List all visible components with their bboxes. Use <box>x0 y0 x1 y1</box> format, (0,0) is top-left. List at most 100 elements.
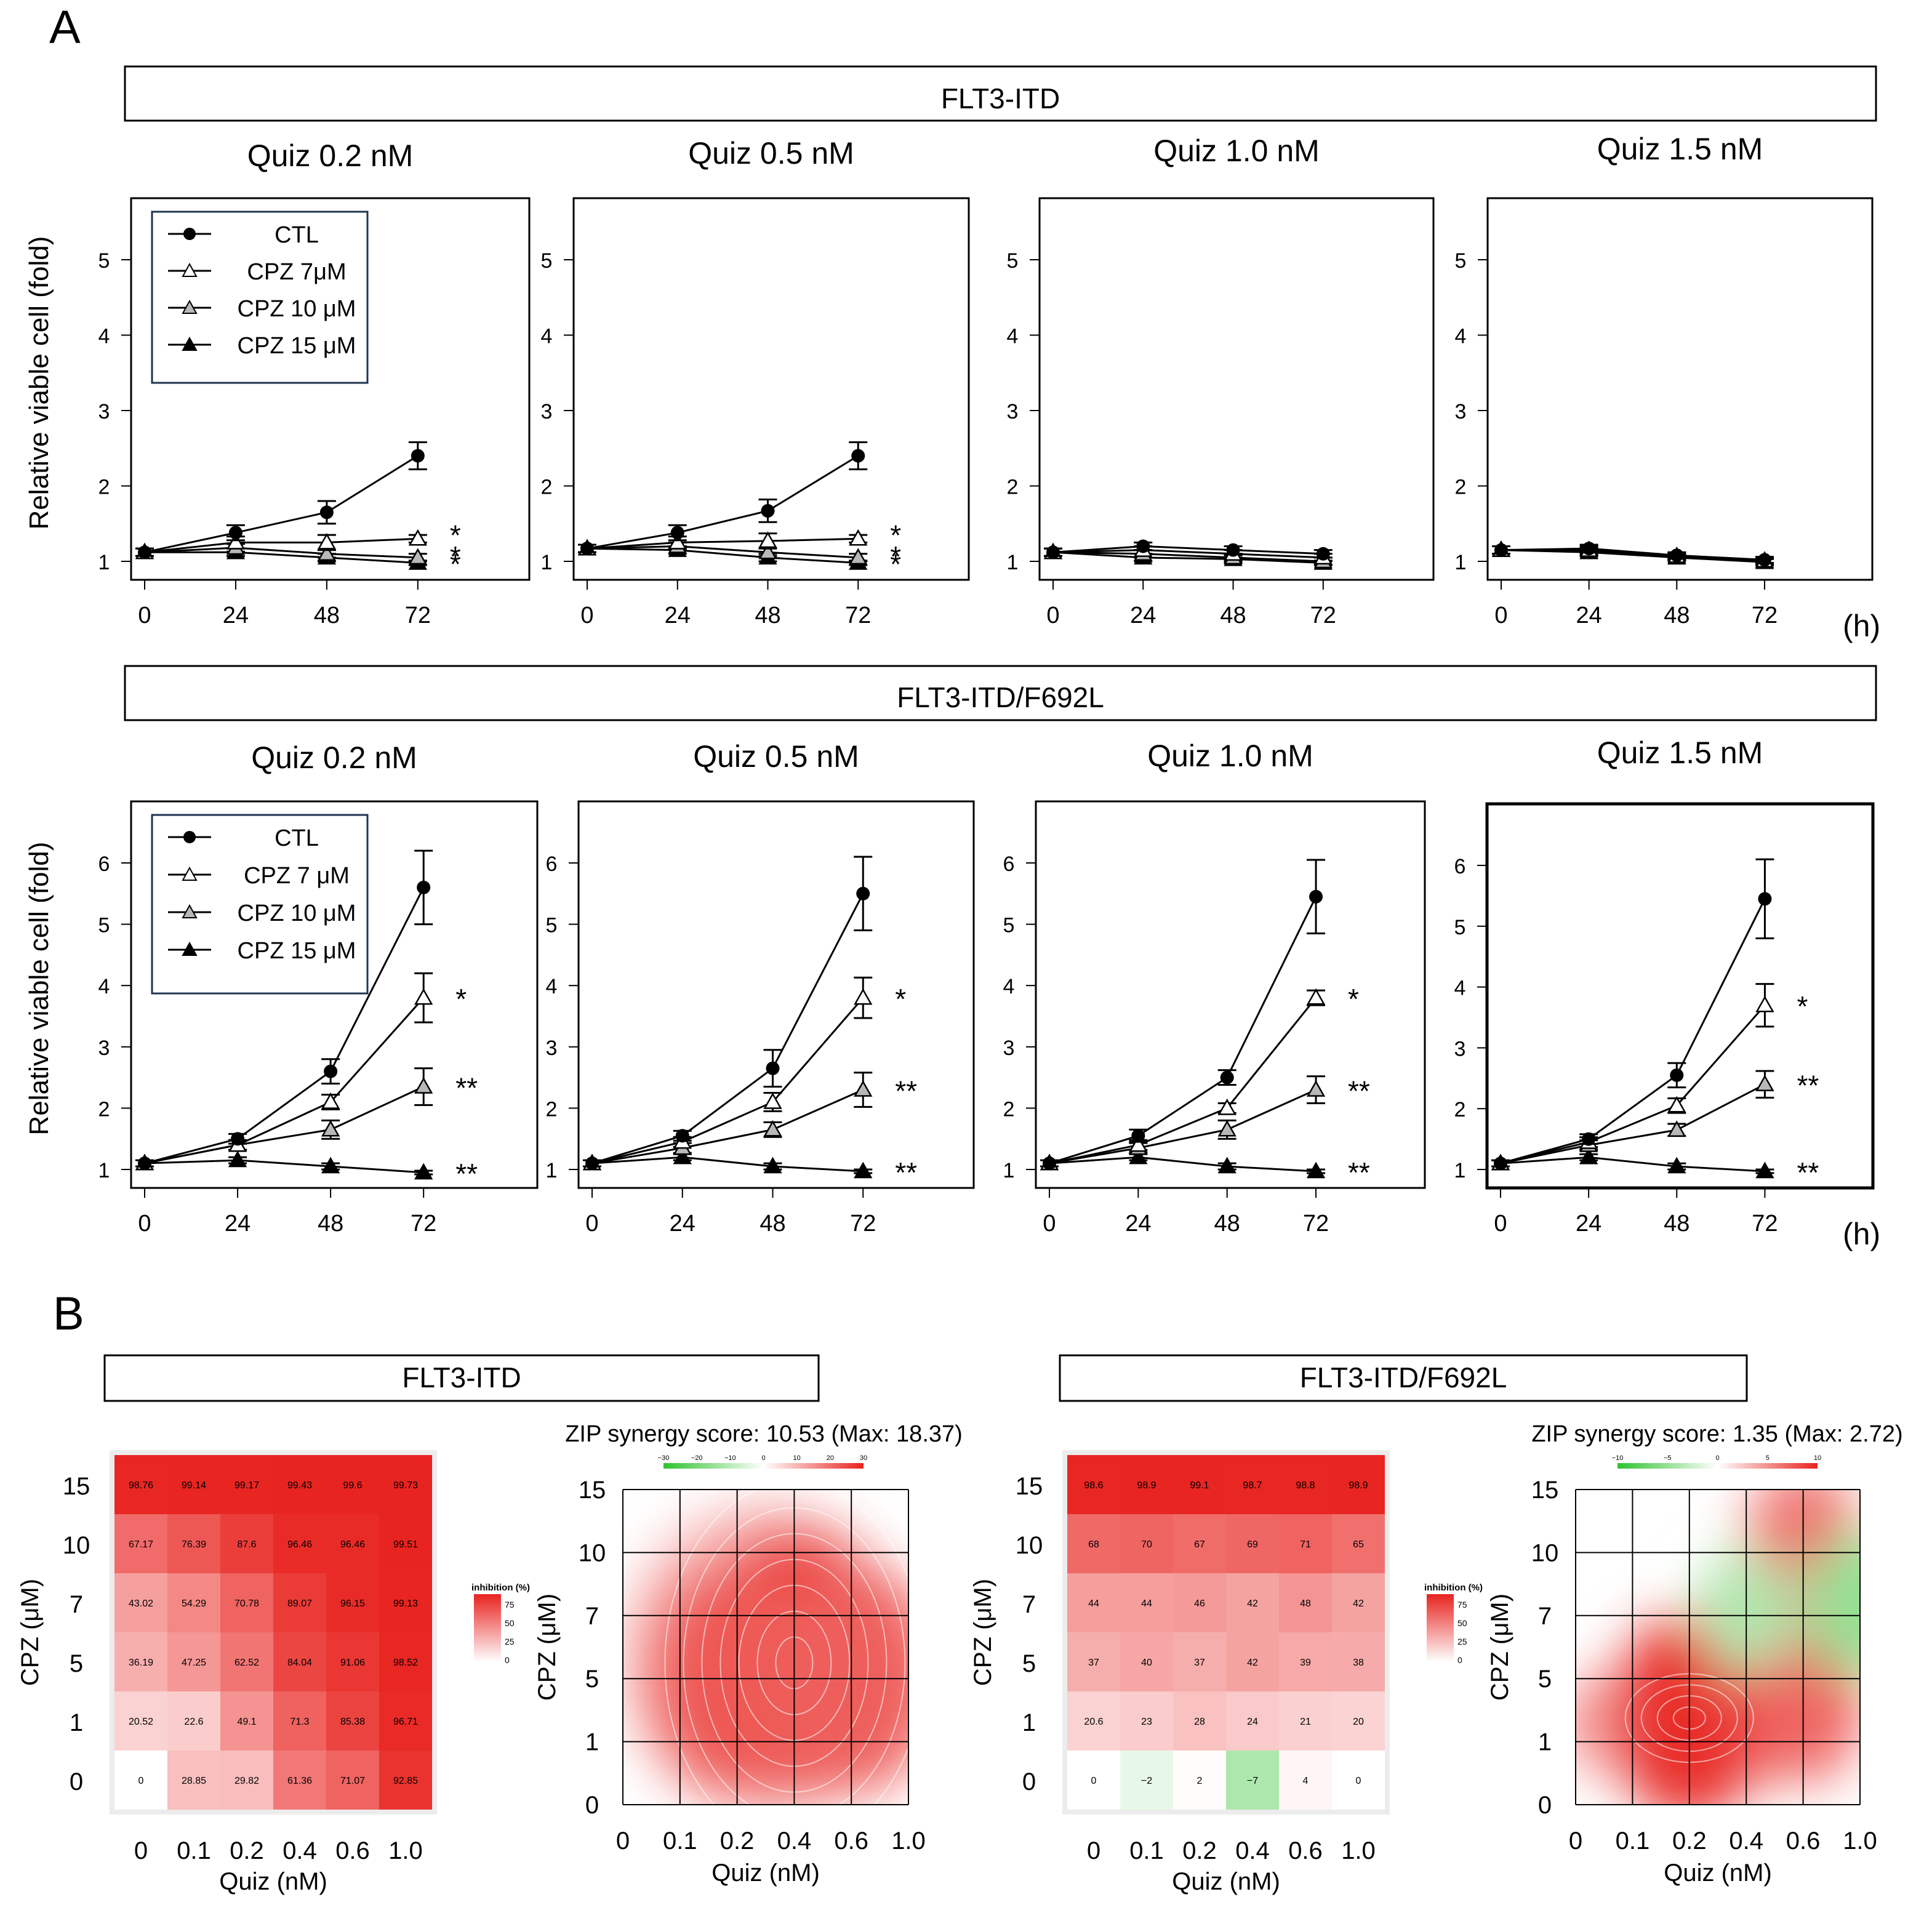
line-chart: Quiz 0.2 nM 1 2 3 4 5 6 0 24 48 72 Relative viable … <box>24 740 539 1237</box>
y-tick-label: 3 <box>546 1037 558 1060</box>
y-axis-label: Relative viable cell (fold) <box>24 236 54 530</box>
y-tick-label: 2 <box>1007 476 1019 499</box>
x-tick-label: 72 <box>1310 603 1336 628</box>
y-tick-label: 4 <box>546 975 558 998</box>
data-point <box>1494 543 1508 557</box>
significance-marker: ** <box>455 1158 478 1190</box>
y-tick-label: 4 <box>98 975 110 998</box>
significance-marker: ** <box>895 1157 917 1189</box>
data-point <box>408 529 427 546</box>
heatmap-cell <box>326 1573 379 1632</box>
data-point <box>854 1080 873 1097</box>
scale-tick-label: −10 <box>1612 1454 1624 1462</box>
legend-label: CTL <box>275 222 319 248</box>
series-line <box>1052 551 1323 564</box>
x-tick-label: 0 <box>1569 1827 1582 1855</box>
x-tick-label: 24 <box>1130 603 1156 628</box>
data-point <box>1217 1157 1237 1174</box>
plot-frame <box>1035 800 1426 1189</box>
cell-value: 37 <box>1194 1658 1205 1668</box>
significance-marker: * <box>1348 983 1359 1015</box>
cell-value: 96.15 <box>340 1598 365 1609</box>
y-tick-label: 5 <box>98 249 110 273</box>
scale-tick-label: 10 <box>1814 1454 1821 1462</box>
x-tick-label: 48 <box>314 603 340 628</box>
heatmap-cell <box>1279 1751 1332 1810</box>
heatmap-cell <box>379 1455 432 1514</box>
data-point <box>1667 1157 1686 1174</box>
y-tick-label: 10 <box>579 1539 606 1566</box>
data-point <box>411 449 425 463</box>
heatmap-cell <box>1173 1573 1226 1632</box>
heatmap-cell <box>1067 1632 1120 1691</box>
y-tick-label: 7 <box>70 1591 83 1618</box>
data-point <box>585 1157 599 1171</box>
significance-marker: ** <box>1797 1070 1819 1102</box>
data-point <box>1306 1080 1326 1097</box>
data-point <box>317 532 337 550</box>
panel-header: FLT3-ITD/F692L <box>897 681 1104 713</box>
heatmap-cell <box>1332 1691 1385 1751</box>
cell-value: 61.36 <box>287 1776 312 1786</box>
x-tick-label: 0.1 <box>1129 1837 1164 1864</box>
scale-tick-label: 20 <box>827 1454 834 1462</box>
panel-header: FLT3-ITD/F692L <box>1300 1362 1507 1394</box>
x-tick-label: 48 <box>760 1211 785 1237</box>
chart-title: ZIP synergy score: 10.53 (Max: 18.37) <box>565 1421 963 1447</box>
chart-title: Quiz 0.2 nM <box>247 138 414 173</box>
heatmap-cell <box>114 1691 167 1751</box>
data-point <box>670 526 684 540</box>
y-tick-label: 10 <box>1531 1539 1559 1566</box>
cell-value: 99.51 <box>393 1539 418 1550</box>
plot-frame <box>577 800 975 1189</box>
panel-header: FLT3-ITD <box>941 82 1060 114</box>
line-chart: Quiz 1.5 nM 1 2 3 4 5 0 24 48 72 (h) <box>1455 132 1881 643</box>
cell-value: 40 <box>1141 1658 1152 1668</box>
data-point <box>1755 995 1774 1013</box>
cell-value: −7 <box>1247 1776 1258 1786</box>
data-point <box>324 1064 338 1078</box>
series-line <box>1052 549 1323 559</box>
heatmap-cell <box>379 1573 432 1632</box>
legend-tick-label: 50 <box>505 1618 515 1628</box>
heatmap-cell <box>1173 1514 1226 1573</box>
data-point <box>763 1120 782 1137</box>
heatmap-cell <box>1279 1455 1332 1514</box>
x-tick-label: 24 <box>1576 1211 1601 1237</box>
series-line <box>587 547 859 564</box>
y-tick-label: 6 <box>1454 855 1466 878</box>
cell-value: 67 <box>1194 1539 1205 1550</box>
x-tick-label: 72 <box>1752 1211 1778 1237</box>
x-tick-label: 0.2 <box>1672 1827 1707 1855</box>
x-tick-label: 48 <box>1220 603 1246 628</box>
cell-value: 99.17 <box>234 1480 259 1491</box>
cell-value: 46 <box>1194 1598 1205 1609</box>
cell-value: 87.6 <box>237 1539 256 1550</box>
data-point <box>849 529 868 546</box>
cell-value: 47.25 <box>182 1658 206 1668</box>
data-point <box>763 1092 782 1109</box>
significance-marker: * <box>1797 990 1808 1022</box>
legend-box <box>151 814 369 995</box>
series-line <box>1052 545 1323 555</box>
scale-tick-label: 30 <box>860 1454 867 1462</box>
cell-value: 99.13 <box>393 1598 418 1609</box>
heatmap-cell <box>379 1691 432 1751</box>
series-line <box>144 887 425 1165</box>
data-point <box>1226 543 1240 557</box>
data-point <box>1309 889 1323 904</box>
cell-value: 0 <box>138 1776 144 1786</box>
y-tick-label: 5 <box>546 914 558 937</box>
heatmap-cell <box>1120 1514 1173 1573</box>
cell-value: 2 <box>1197 1776 1203 1786</box>
series-line <box>144 547 418 559</box>
heatmap-cell <box>273 1691 326 1751</box>
data-point <box>1136 539 1150 553</box>
x-tick-label: 1.0 <box>388 1837 423 1864</box>
heatmap-cell <box>273 1455 326 1514</box>
panel-header-box <box>103 1354 820 1402</box>
cell-value: 99.1 <box>1190 1480 1209 1491</box>
cell-value: 71 <box>1300 1539 1311 1550</box>
